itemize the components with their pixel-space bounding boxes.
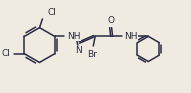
Text: NH: NH: [124, 32, 138, 41]
Text: Cl: Cl: [1, 49, 10, 58]
Text: Cl: Cl: [47, 8, 56, 17]
Text: O: O: [107, 16, 114, 25]
Text: Br: Br: [87, 50, 97, 59]
Text: NH: NH: [67, 32, 81, 41]
Text: N: N: [75, 46, 82, 55]
